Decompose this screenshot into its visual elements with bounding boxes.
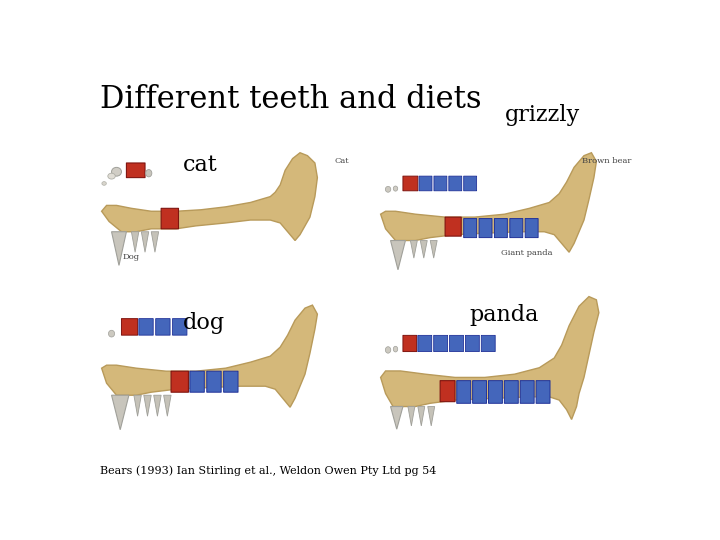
Polygon shape bbox=[151, 232, 158, 252]
Ellipse shape bbox=[145, 170, 152, 177]
FancyBboxPatch shape bbox=[510, 219, 523, 238]
FancyBboxPatch shape bbox=[445, 217, 462, 236]
Polygon shape bbox=[390, 240, 405, 270]
Polygon shape bbox=[408, 407, 415, 426]
FancyBboxPatch shape bbox=[403, 335, 417, 352]
FancyBboxPatch shape bbox=[224, 371, 238, 392]
Ellipse shape bbox=[385, 186, 391, 192]
Polygon shape bbox=[102, 153, 318, 240]
FancyBboxPatch shape bbox=[403, 176, 418, 191]
FancyBboxPatch shape bbox=[464, 219, 477, 238]
FancyBboxPatch shape bbox=[464, 176, 477, 191]
Polygon shape bbox=[163, 395, 171, 416]
Ellipse shape bbox=[108, 173, 115, 179]
Ellipse shape bbox=[109, 330, 114, 337]
Text: Giant panda: Giant panda bbox=[500, 249, 552, 258]
FancyBboxPatch shape bbox=[536, 381, 550, 403]
Text: panda: panda bbox=[469, 304, 539, 326]
Polygon shape bbox=[141, 232, 149, 252]
Text: grizzly: grizzly bbox=[505, 104, 580, 126]
Polygon shape bbox=[420, 240, 427, 258]
FancyBboxPatch shape bbox=[161, 208, 179, 229]
Text: Cat: Cat bbox=[334, 157, 348, 165]
FancyBboxPatch shape bbox=[505, 381, 518, 403]
FancyBboxPatch shape bbox=[521, 381, 534, 403]
FancyBboxPatch shape bbox=[418, 335, 432, 352]
FancyBboxPatch shape bbox=[139, 319, 153, 335]
FancyBboxPatch shape bbox=[481, 335, 495, 352]
FancyBboxPatch shape bbox=[433, 335, 448, 352]
Polygon shape bbox=[431, 240, 437, 258]
FancyBboxPatch shape bbox=[207, 371, 221, 392]
Text: dog: dog bbox=[183, 312, 225, 334]
Text: Brown bear: Brown bear bbox=[582, 157, 631, 165]
FancyBboxPatch shape bbox=[488, 381, 503, 403]
FancyBboxPatch shape bbox=[495, 219, 508, 238]
Ellipse shape bbox=[112, 167, 122, 176]
Text: Different teeth and diets: Different teeth and diets bbox=[100, 84, 482, 114]
Polygon shape bbox=[381, 153, 596, 252]
FancyBboxPatch shape bbox=[449, 176, 462, 191]
FancyBboxPatch shape bbox=[156, 319, 170, 335]
Polygon shape bbox=[102, 305, 318, 407]
Polygon shape bbox=[131, 232, 139, 252]
Polygon shape bbox=[390, 407, 403, 429]
Ellipse shape bbox=[385, 347, 391, 353]
FancyBboxPatch shape bbox=[479, 219, 492, 238]
Polygon shape bbox=[134, 395, 141, 416]
FancyBboxPatch shape bbox=[440, 381, 455, 402]
Polygon shape bbox=[381, 296, 599, 420]
Polygon shape bbox=[112, 395, 129, 430]
FancyBboxPatch shape bbox=[190, 371, 204, 392]
FancyBboxPatch shape bbox=[173, 319, 187, 335]
Text: Dog: Dog bbox=[122, 253, 140, 261]
Text: cat: cat bbox=[183, 154, 217, 176]
Ellipse shape bbox=[393, 346, 397, 352]
Polygon shape bbox=[112, 232, 127, 265]
FancyBboxPatch shape bbox=[472, 381, 487, 403]
Ellipse shape bbox=[393, 186, 397, 191]
Polygon shape bbox=[144, 395, 151, 416]
FancyBboxPatch shape bbox=[525, 219, 538, 238]
FancyBboxPatch shape bbox=[171, 371, 189, 392]
Polygon shape bbox=[410, 240, 418, 258]
FancyBboxPatch shape bbox=[419, 176, 432, 191]
Polygon shape bbox=[418, 407, 425, 426]
FancyBboxPatch shape bbox=[127, 163, 145, 178]
FancyBboxPatch shape bbox=[465, 335, 480, 352]
FancyBboxPatch shape bbox=[449, 335, 464, 352]
Polygon shape bbox=[428, 407, 435, 426]
FancyBboxPatch shape bbox=[122, 319, 138, 335]
Polygon shape bbox=[153, 395, 161, 416]
FancyBboxPatch shape bbox=[456, 381, 471, 403]
Ellipse shape bbox=[102, 181, 107, 185]
Text: Bears (1993) Ian Stirling et al., Weldon Owen Pty Ltd pg 54: Bears (1993) Ian Stirling et al., Weldon… bbox=[100, 465, 436, 476]
FancyBboxPatch shape bbox=[434, 176, 447, 191]
